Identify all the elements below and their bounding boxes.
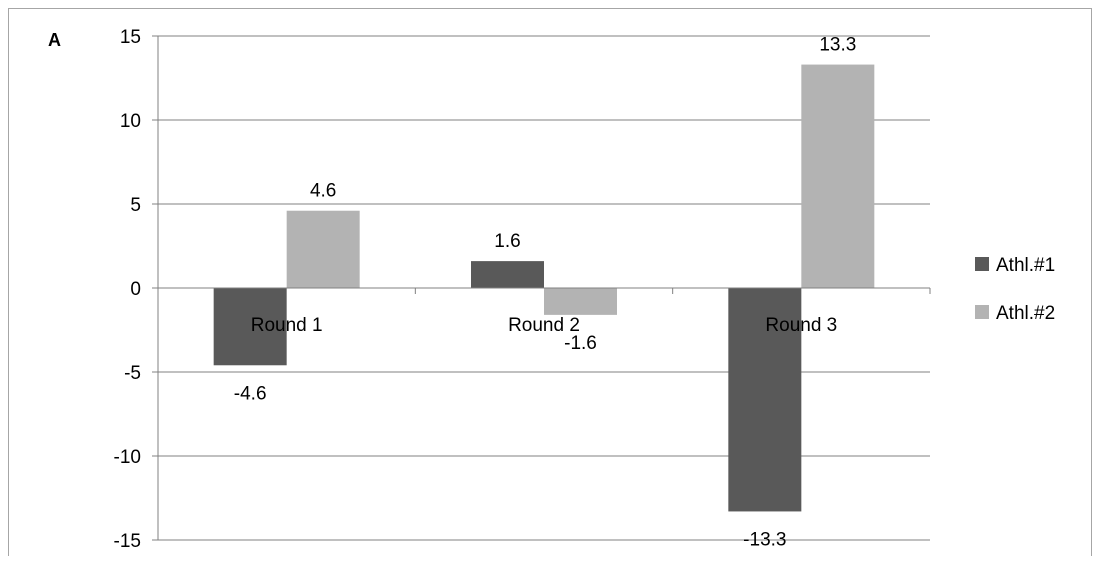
data-label: -4.6	[234, 383, 267, 404]
bar	[801, 64, 875, 288]
x-category-label: Round 2	[508, 315, 580, 336]
x-category-label: Round 3	[765, 315, 837, 336]
data-labels: -4.6 4.6 1.6 -1.6 -13.3 13.3	[234, 35, 857, 551]
x-category-label: Round 1	[251, 315, 323, 336]
y-tick-label: 10	[120, 111, 141, 132]
axes: 15 10 5 0 -5 -10 -15 Round 1 Round 2 Round 3	[114, 27, 931, 552]
legend-label: Athl.#1	[996, 255, 1055, 276]
y-tick-label: -5	[124, 363, 141, 384]
y-tick-label: -10	[114, 447, 141, 468]
y-tick-label: 15	[120, 27, 141, 48]
bar	[728, 288, 802, 512]
data-label: 13.3	[819, 35, 856, 56]
chart-frame	[8, 8, 1092, 556]
legend-swatch	[975, 305, 989, 319]
bars	[213, 64, 875, 512]
legend-swatch	[975, 257, 989, 271]
panel-label: A	[48, 30, 61, 50]
bar	[471, 261, 544, 288]
data-label: -13.3	[743, 529, 786, 550]
bar	[286, 210, 360, 288]
legend: Athl.#1 Athl.#2	[975, 255, 1055, 324]
bar	[544, 288, 617, 315]
data-label: -1.6	[564, 333, 597, 354]
y-tick-label: 0	[130, 279, 141, 300]
y-tick-label: 5	[130, 195, 141, 216]
bar	[213, 288, 287, 366]
legend-label: Athl.#2	[996, 303, 1055, 324]
data-label: 1.6	[494, 231, 520, 252]
y-tick-label: -15	[114, 531, 141, 552]
data-label: 4.6	[310, 181, 336, 202]
